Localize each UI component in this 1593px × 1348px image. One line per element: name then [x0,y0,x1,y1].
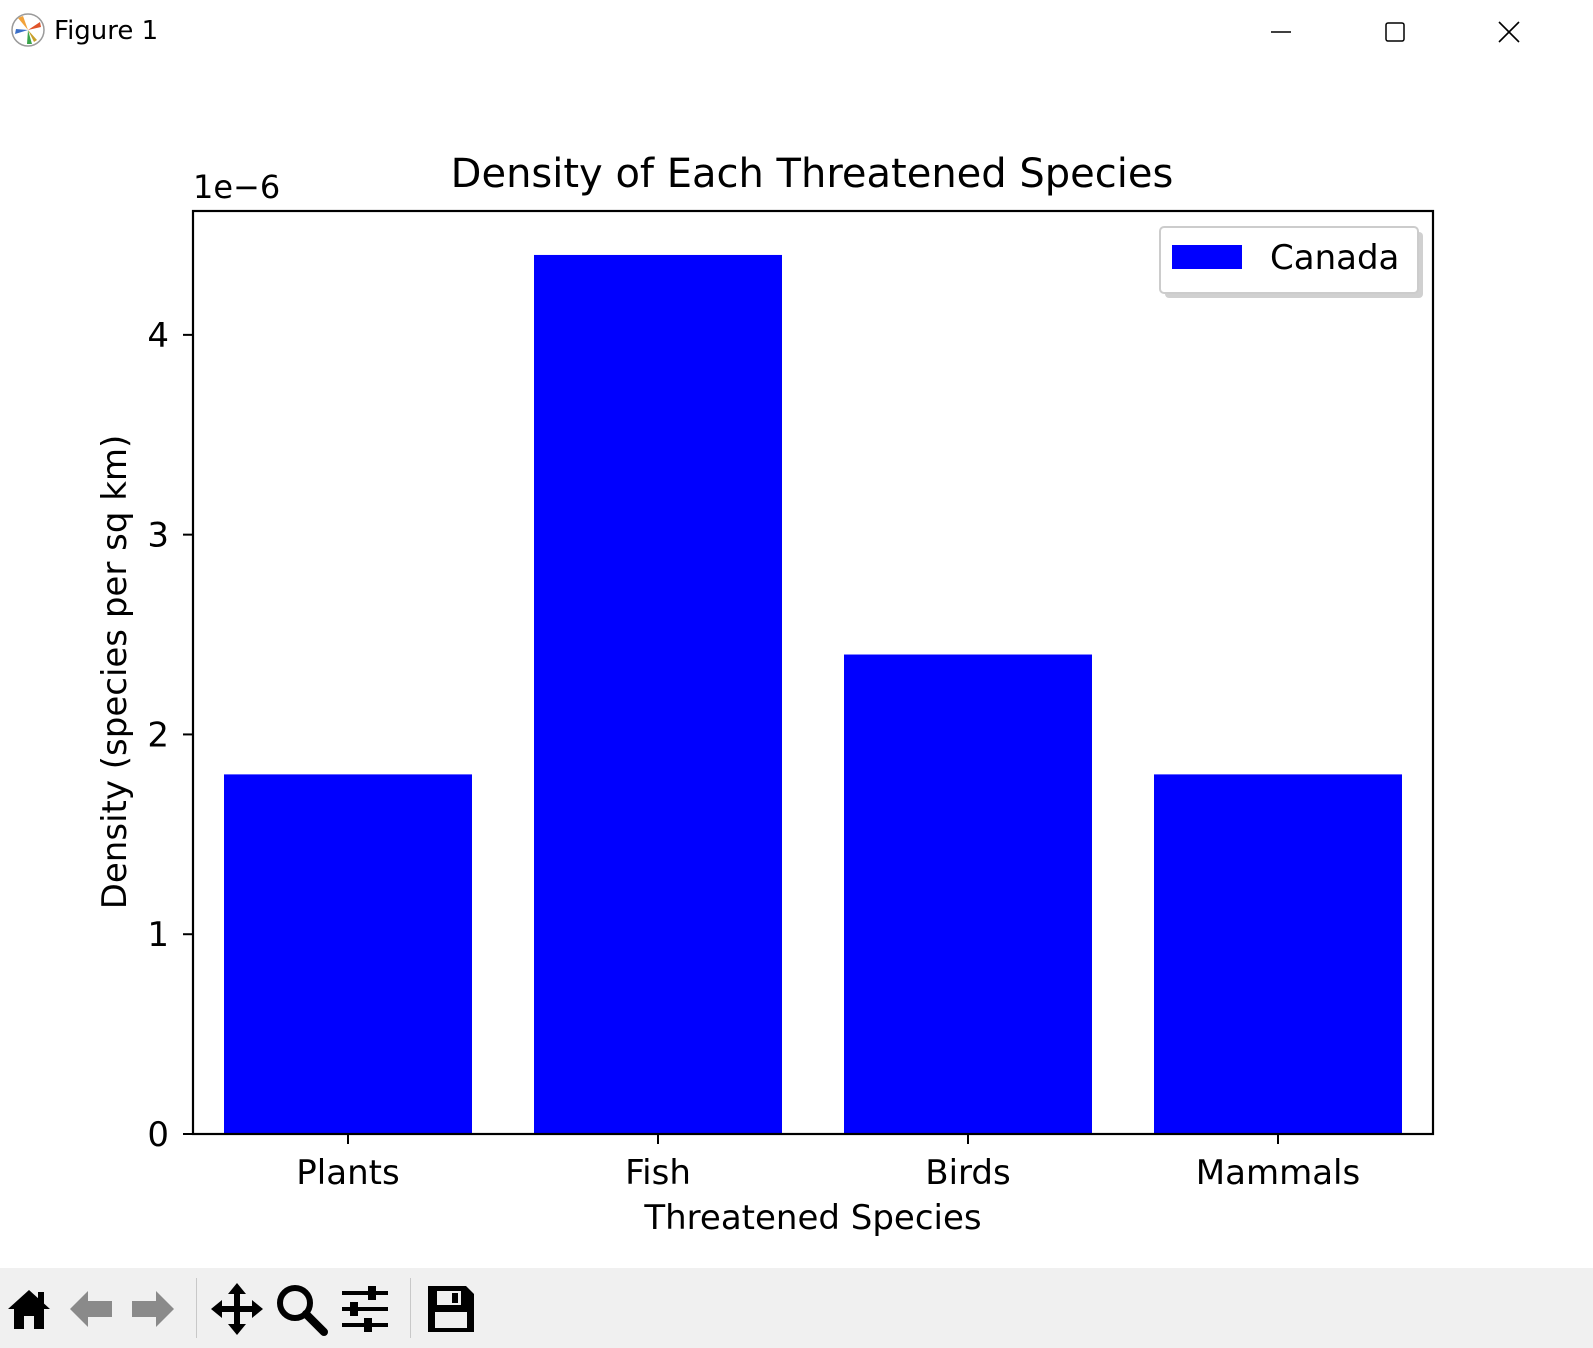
y-tick-label: 1 [147,915,169,955]
minimize-button[interactable] [1246,8,1316,56]
x-axis-label: Threatened Species [643,1198,981,1238]
save-icon [424,1282,478,1336]
bar-fish [534,254,782,1134]
toolbar-separator [410,1278,411,1338]
axes-frame [191,209,1435,1136]
zoom-icon [274,1282,328,1336]
matplotlib-logo-icon [10,12,46,48]
legend-swatch [1172,245,1242,269]
toolbar-separator [196,1278,197,1338]
bars [224,254,1402,1134]
minimize-icon [1269,20,1293,44]
y-axis-ticks: 0 1 2 3 4 [147,316,193,1155]
legend-label: Canada [1270,238,1399,278]
window-titlebar: Figure 1 [0,0,1593,64]
bar-birds [844,654,1092,1134]
home-icon [4,1284,54,1334]
pan-button[interactable] [208,1280,266,1338]
y-tick-label: 4 [147,316,169,356]
window-title: Figure 1 [54,16,159,46]
legend-box [1159,226,1419,294]
forward-arrow-icon [128,1284,178,1334]
zoom-button[interactable] [272,1280,330,1338]
save-button[interactable] [422,1280,480,1338]
x-tick-label: Plants [296,1153,399,1193]
navigation-toolbar [0,1268,1593,1348]
configure-subplots-button[interactable] [336,1280,394,1338]
chart-title: Density of Each Threatened Species [451,151,1174,197]
x-axis-ticks: Plants Fish Birds Mammals [296,1134,1360,1193]
bar-mammals [1154,774,1402,1134]
bar-chart: Density of Each Threatened Species 1e−6 … [95,151,1435,1238]
y-axis-offset-label: 1e−6 [193,168,280,206]
maximize-button[interactable] [1360,8,1430,56]
close-button[interactable] [1474,8,1544,56]
y-tick-label: 3 [147,516,169,556]
back-arrow-icon [66,1284,116,1334]
y-tick-label: 0 [147,1115,169,1155]
y-axis-label: Density (species per sq km) [95,435,135,910]
y-tick-label: 2 [147,715,169,755]
maximize-icon [1383,20,1407,44]
figure-canvas[interactable]: Density of Each Threatened Species 1e−6 … [0,64,1593,1268]
back-button[interactable] [62,1280,120,1338]
legend: Canada [1159,226,1423,298]
x-tick-label: Mammals [1196,1153,1360,1193]
x-tick-label: Fish [625,1153,691,1193]
home-button[interactable] [0,1280,58,1338]
x-tick-label: Birds [925,1153,1010,1193]
pan-icon [210,1282,264,1336]
forward-button[interactable] [124,1280,182,1338]
close-icon [1497,20,1521,44]
configure-subplots-icon [338,1282,392,1336]
bar-plants [224,774,472,1134]
